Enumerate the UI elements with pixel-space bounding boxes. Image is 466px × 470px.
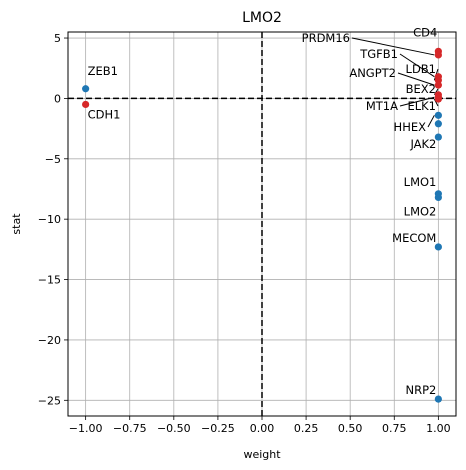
axis-ticks: −1.00 −0.75 −0.50 −0.25 0.00 0.25 0.50 0.75 1.00…: [38, 32, 451, 435]
point-label: BEX2: [406, 82, 436, 96]
point-label: LDB1: [406, 62, 436, 76]
label-leader-line: [427, 115, 435, 128]
x-tick-label: 0.50: [338, 422, 363, 435]
point-label: ZEB1: [88, 64, 118, 78]
point-label: LMO1: [404, 175, 437, 189]
x-tick-label: −1.00: [69, 422, 103, 435]
x-tick-label: 0.25: [294, 422, 319, 435]
data-point: [434, 395, 442, 403]
data-point: [82, 85, 90, 93]
y-tick-label: −5: [45, 153, 61, 166]
data-point: [434, 243, 442, 251]
chart-title: LMO2: [242, 10, 282, 26]
label-leader-line: [351, 37, 435, 56]
data-point: [434, 95, 442, 103]
point-label: CDH1: [88, 107, 121, 121]
y-tick-label: 5: [54, 32, 61, 45]
data-point: [82, 100, 90, 109]
y-tick-label: −20: [38, 334, 61, 347]
x-tick-label: 1.00: [426, 422, 451, 435]
x-tick-label: −0.50: [157, 422, 191, 435]
point-label: ELK1: [407, 99, 436, 113]
label-leader-line: [399, 96, 435, 107]
reference-lines: [68, 32, 456, 416]
data-point: [434, 51, 442, 59]
y-tick-label: 0: [54, 92, 61, 105]
point-label: JAK2: [409, 137, 436, 151]
point-label: MECOM: [392, 231, 436, 245]
point-label: HHEX: [394, 120, 427, 134]
y-tick-label: −10: [38, 213, 61, 226]
y-tick-label: −15: [38, 274, 61, 287]
data-point: [434, 120, 442, 128]
label-leader-line: [399, 53, 435, 78]
point-label: PRDM16: [302, 31, 350, 45]
x-axis-label: weight: [243, 448, 281, 461]
point-label: TGFB1: [359, 47, 398, 61]
point-label: MT1A: [366, 99, 398, 113]
x-tick-label: 0.00: [250, 422, 275, 435]
point-labels: ZEB1CDH1CD4PRDM16TGFB1LDB1ANGPT2BEX2MT1A…: [88, 25, 438, 397]
data-point: [434, 81, 442, 89]
label-leader-line: [397, 72, 435, 86]
data-point: [434, 193, 442, 202]
x-tick-label: −0.25: [201, 422, 235, 435]
y-axis-label: stat: [10, 213, 23, 235]
y-tick-label: −25: [38, 394, 61, 407]
point-label: ANGPT2: [349, 66, 396, 80]
data-points: [82, 47, 442, 403]
x-tick-label: −0.75: [113, 422, 147, 435]
point-label: NRP2: [406, 383, 437, 397]
data-point: [434, 133, 442, 141]
data-point: [434, 111, 442, 119]
point-label: LMO2: [404, 204, 437, 218]
x-tick-label: 0.75: [382, 422, 407, 435]
